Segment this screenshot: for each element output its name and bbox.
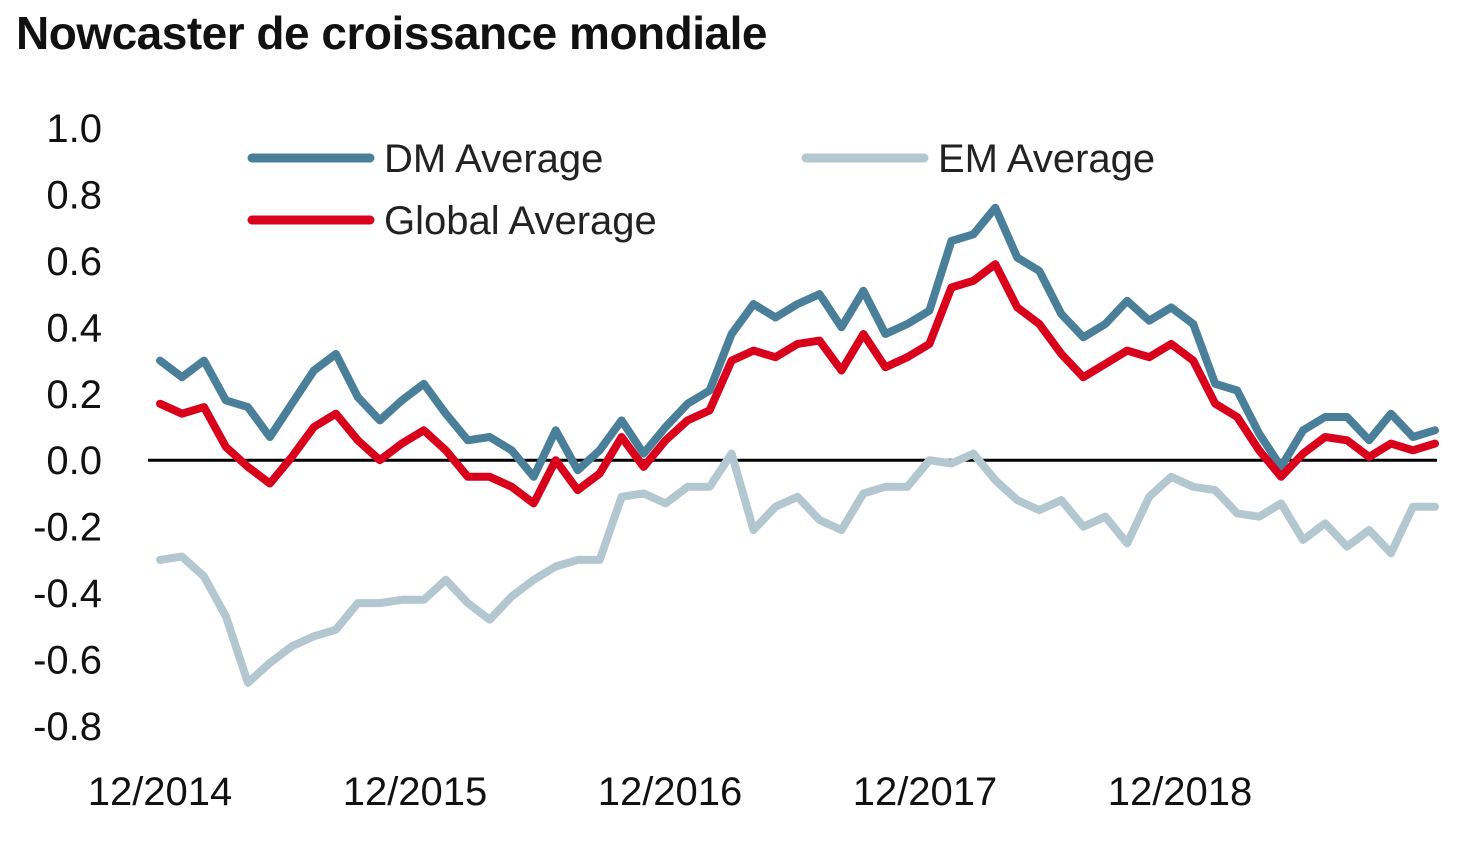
- series-line-global-average: [156, 260, 1439, 508]
- x-tick-label: 12/2014: [88, 770, 233, 814]
- y-axis-tick-labels: 1.0 0.8 0.6 0.4 0.2 0.0 -0.2 -0.4 -0.6 -0.8: [33, 107, 102, 749]
- y-tick-label: -0.8: [33, 705, 102, 749]
- y-tick-label: 0.8: [46, 173, 102, 217]
- x-tick-label: 12/2016: [598, 770, 743, 814]
- legend-label: EM Average: [938, 137, 1155, 181]
- legend: DM Average EM Average Global Average: [247, 137, 1155, 243]
- series-lines: [156, 203, 1439, 687]
- x-tick-label: 12/2017: [853, 770, 998, 814]
- x-axis-tick-labels: 12/2014 12/2015 12/2016 12/2017 12/2018: [88, 770, 1253, 814]
- series-line-dm-average: [156, 203, 1439, 481]
- y-tick-label: -0.6: [33, 639, 102, 683]
- y-tick-label: -0.4: [33, 572, 102, 616]
- legend-label: Global Average: [384, 199, 657, 243]
- y-tick-label: 0.2: [46, 373, 102, 417]
- y-tick-label: 0.0: [46, 439, 102, 483]
- chart-title: Nowcaster de croissance mondiale: [16, 7, 767, 59]
- y-tick-label: 0.6: [46, 240, 102, 284]
- y-tick-label: -0.2: [33, 506, 102, 550]
- x-tick-label: 12/2015: [343, 770, 488, 814]
- legend-label: DM Average: [384, 137, 603, 181]
- y-tick-label: 1.0: [46, 107, 102, 151]
- x-tick-label: 12/2018: [1108, 770, 1253, 814]
- series-line-em-average: [156, 449, 1439, 687]
- y-tick-label: 0.4: [46, 306, 102, 350]
